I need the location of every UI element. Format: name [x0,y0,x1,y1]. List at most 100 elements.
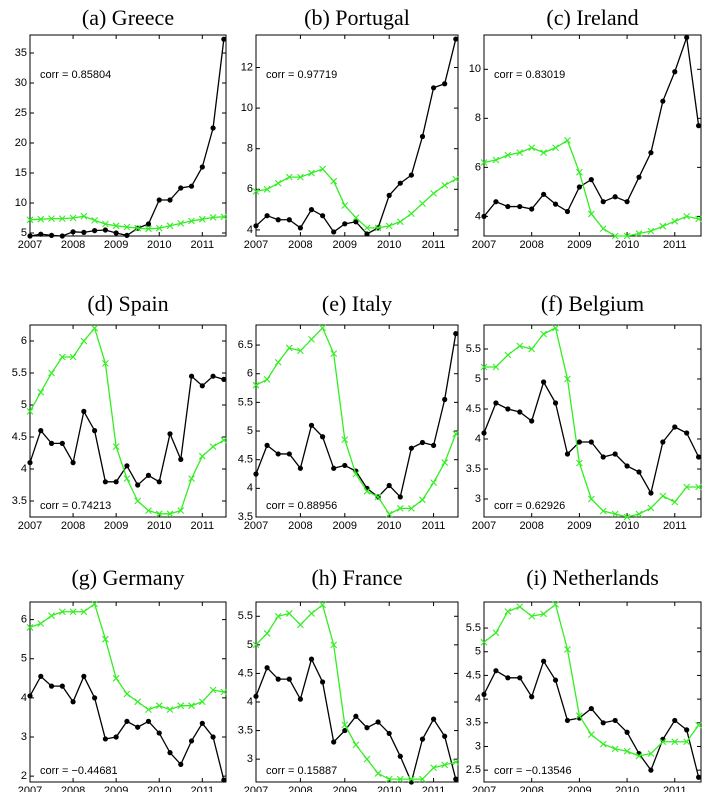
marker-dot [221,36,227,42]
marker-dot [541,191,547,197]
marker-x [419,775,426,783]
corr-annotation: corr = 0.88956 [266,500,337,512]
marker-dot [319,213,326,219]
marker-dot [188,738,195,744]
panel-title: (i) Netherlands [526,565,659,590]
corr-annotation: corr = 0.15887 [266,765,337,777]
y-tick-label: 25 [15,107,27,119]
marker-dot [576,439,582,445]
marker-dot [221,376,227,382]
marker-dot [308,207,315,213]
marker-x [274,612,282,620]
y-tick-label: 2 [21,770,27,782]
corr-annotation: corr = −0.44681 [40,765,118,777]
marker-x [252,641,260,649]
x-tick-label: 2008 [519,785,543,792]
marker-x [516,342,524,350]
marker-dot [588,705,594,712]
marker-dot [672,424,678,430]
marker-x [363,224,371,232]
x-tick-label: 2007 [472,239,496,251]
marker-x [659,738,667,746]
x-tick-label: 2009 [104,520,128,532]
marker-x [564,645,571,653]
marker-dot [624,199,630,205]
marker-dot [552,201,559,207]
marker-x [441,181,449,189]
marker-x [69,353,77,361]
marker-x [297,621,304,629]
marker-dot [419,133,426,140]
marker-x [112,443,120,450]
x-tick-label: 2011 [663,239,687,251]
series-line [483,139,699,237]
marker-x [101,635,109,643]
marker-dot [408,779,414,785]
x-tick-label: 2010 [615,239,639,251]
panel-title: (g) Germany [71,565,184,590]
marker-x [198,215,206,223]
x-tick-label: 2008 [61,785,85,792]
marker-x [564,375,571,383]
marker-dot [124,718,130,724]
marker-x [683,213,691,220]
y-tick-label: 8 [475,112,481,124]
marker-x [575,712,583,720]
marker-dot [27,693,33,699]
marker-x [407,775,415,783]
y-tick-label: 6 [247,368,253,380]
y-tick-label: 4 [247,482,253,494]
series-line [255,168,457,229]
series-line [29,326,225,515]
marker-dot [442,81,448,87]
marker-x [263,630,271,637]
marker-dot [660,439,666,445]
y-tick-label: 6 [21,614,27,626]
marker-x [80,337,88,345]
y-tick-label: 2.5 [466,764,481,776]
x-tick-label: 2007 [18,239,42,251]
marker-dot [188,183,195,189]
marker-dot [188,373,195,379]
marker-dot [48,232,55,238]
marker-dot [600,199,606,205]
marker-dot [588,439,594,445]
y-tick-label: 4 [21,463,27,475]
marker-dot [145,221,152,227]
marker-x [177,220,185,227]
marker-x [308,169,315,177]
y-tick-label: 5.5 [238,610,253,622]
marker-x [587,210,595,218]
marker-x [552,144,559,152]
marker-x [263,376,271,383]
y-tick-label: 5 [247,425,253,437]
x-tick-label: 2011 [663,785,687,792]
marker-dot [124,232,130,238]
marker-x [319,324,326,332]
marker-dot [48,683,55,689]
marker-dot [81,408,87,414]
marker-x [528,612,536,620]
x-tick-label: 2011 [422,785,446,792]
y-tick-label: 4 [475,210,481,222]
marker-x [134,698,142,706]
marker-dot [81,673,87,679]
marker-dot [156,479,162,485]
marker-dot [297,225,303,231]
marker-x [101,220,109,228]
marker-x [285,344,293,352]
marker-dot [419,439,426,446]
y-tick-label: 4.5 [238,454,253,466]
marker-x [480,363,488,371]
marker-x [155,224,163,232]
x-tick-label: 2007 [18,520,42,532]
marker-x [385,510,393,518]
marker-dot [648,490,654,496]
marker-x [452,758,460,766]
marker-dot [648,767,654,773]
marker-x [492,629,500,637]
marker-dot [600,720,606,726]
y-tick-label: 5.5 [12,367,27,379]
marker-dot [636,469,642,475]
marker-x [363,755,371,763]
